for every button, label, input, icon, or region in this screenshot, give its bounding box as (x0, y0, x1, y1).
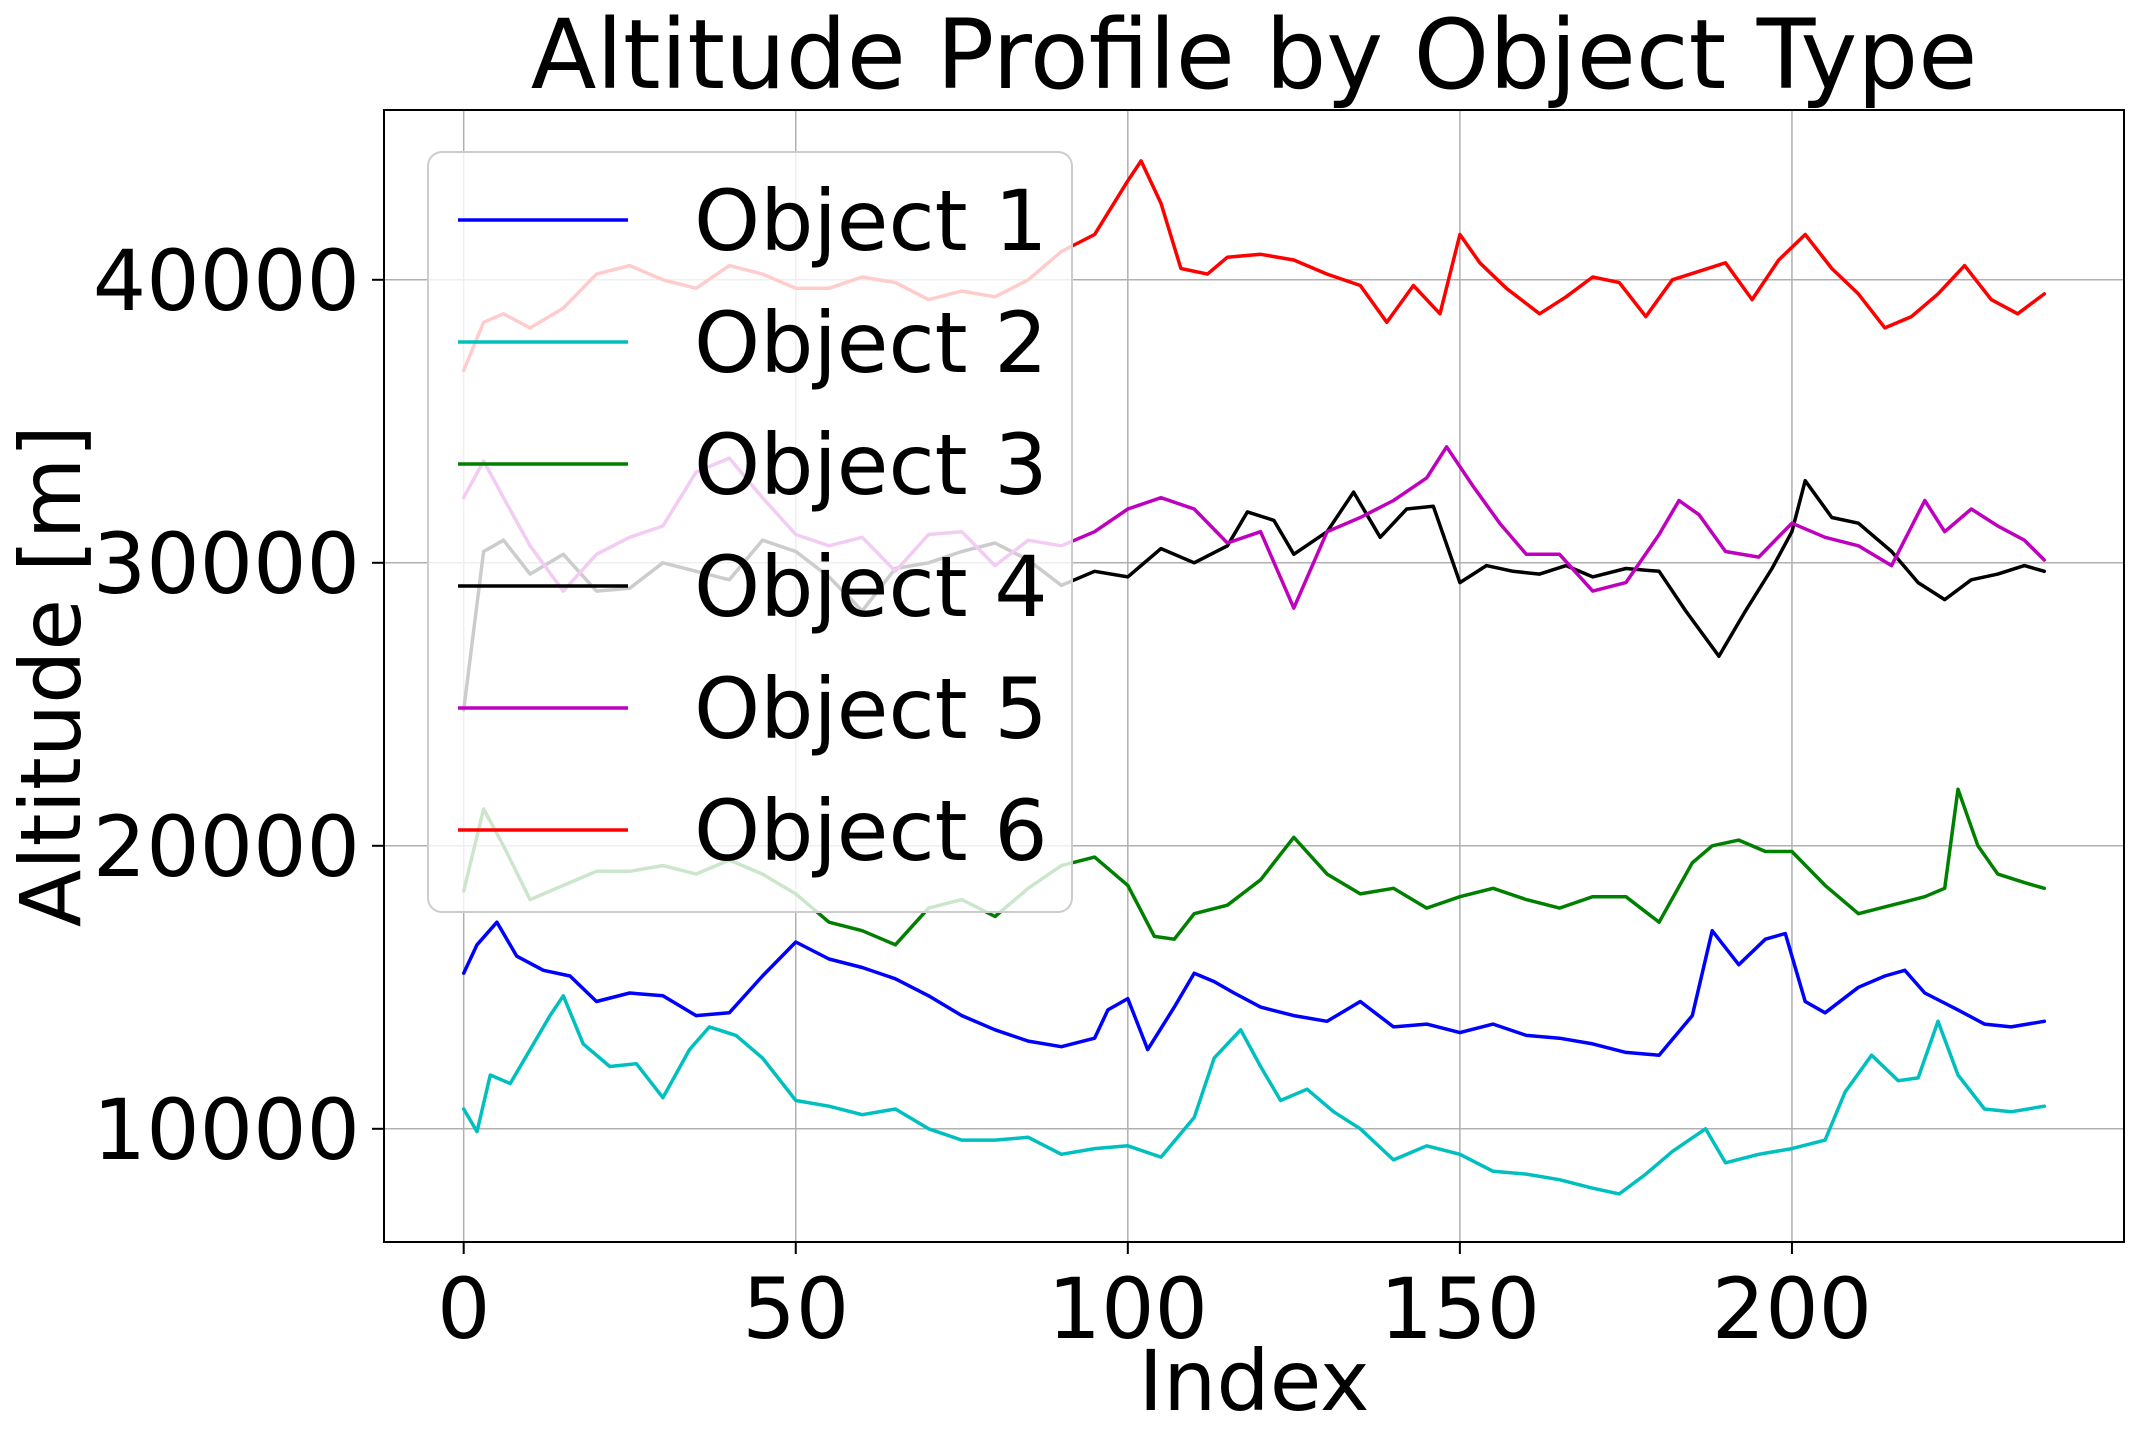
x-axis: 0 50 100 150 200 (437, 1242, 1872, 1358)
y-tick-label: 40000 (93, 232, 360, 330)
legend-label-object-5: Object 5 (694, 660, 1048, 758)
y-axis: 10000 20000 30000 40000 (93, 232, 384, 1179)
y-tick-label: 10000 (93, 1081, 360, 1179)
legend-label-object-1: Object 1 (694, 172, 1048, 270)
x-axis-label: Index (1138, 1332, 1369, 1430)
y-tick-label: 20000 (93, 798, 360, 896)
plot-frame (383, 109, 2125, 1243)
x-tick-label: 150 (1380, 1260, 1540, 1358)
series-line-object-2 (461, 994, 2047, 1196)
x-tick-label: 0 (437, 1260, 490, 1358)
series-line-object-1 (461, 920, 2047, 1057)
legend-label-object-2: Object 2 (694, 294, 1048, 392)
legend-label-object-3: Object 3 (694, 416, 1048, 514)
x-tick-label: 200 (1712, 1260, 1872, 1358)
x-tick-label: 50 (742, 1260, 849, 1358)
chart-title: Altitude Profile by Object Type (531, 0, 1978, 111)
y-axis-label: Altitude [m] (2, 425, 100, 927)
x-tick-label: 100 (1048, 1260, 1208, 1358)
legend-label-object-6: Object 6 (694, 782, 1048, 880)
y-tick-label: 30000 (93, 515, 360, 613)
legend: Object 1 Object 2 Object 3 Object 4 Object 5… (427, 151, 1073, 913)
legend-label-object-4: Object 4 (694, 538, 1048, 636)
